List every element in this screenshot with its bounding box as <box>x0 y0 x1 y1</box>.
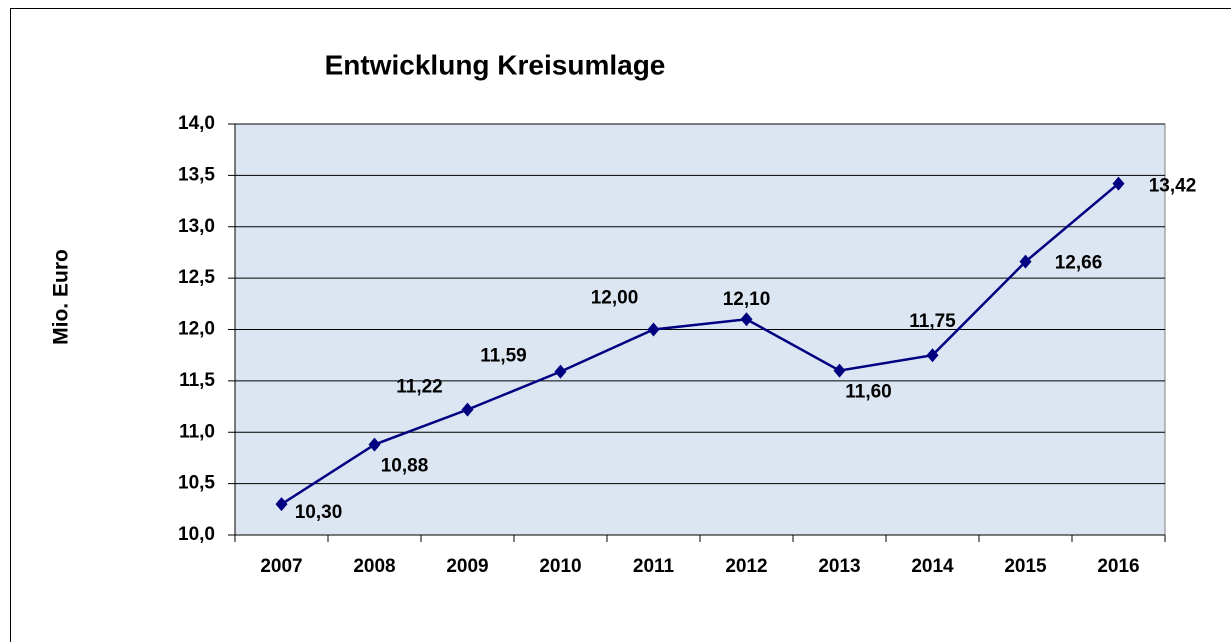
x-tick-label: 2016 <box>1097 556 1139 577</box>
data-label: 12,66 <box>1055 253 1103 274</box>
data-label: 10,88 <box>381 456 429 477</box>
point <box>1112 176 1125 191</box>
point <box>647 322 660 337</box>
x-tick-label: 2015 <box>1004 556 1047 577</box>
data-label: 11,75 <box>909 311 956 332</box>
y-axis-label: Mio. Euro <box>50 249 73 345</box>
data-label: 11,22 <box>396 377 443 398</box>
point <box>926 348 939 363</box>
x-tick-label: 2009 <box>446 556 488 577</box>
x-tick-label: 2010 <box>539 556 581 577</box>
y-tick-label: 14,0 <box>178 113 215 134</box>
chart-frame <box>10 8 1231 642</box>
y-tick-label: 10,0 <box>178 524 215 545</box>
point <box>461 402 474 417</box>
data-label: 13,42 <box>1149 176 1197 197</box>
y-tick-label: 10,5 <box>178 473 215 494</box>
data-label: 11,59 <box>480 346 527 367</box>
y-tick-label: 12,5 <box>178 267 215 288</box>
point <box>275 497 288 512</box>
point <box>833 363 846 378</box>
point <box>368 437 381 452</box>
data-label: 12,00 <box>591 288 639 309</box>
y-tick-label: 12,0 <box>178 319 215 340</box>
y-tick-label: 13,0 <box>178 216 215 237</box>
data-label: 11,60 <box>845 382 892 403</box>
point <box>740 312 753 327</box>
line <box>280 182 1120 506</box>
data-label: 12,10 <box>723 289 771 310</box>
x-tick-label: 2012 <box>725 556 767 577</box>
point <box>1019 254 1032 269</box>
x-tick-label: 2013 <box>818 556 860 577</box>
y-tick-label: 11,5 <box>179 370 215 391</box>
x-tick-label: 2007 <box>260 556 302 577</box>
x-tick-label: 2014 <box>911 556 954 577</box>
x-tick-label: 2008 <box>353 556 395 577</box>
point <box>554 364 567 379</box>
data-label: 10,30 <box>295 502 343 523</box>
x-tick-label: 2011 <box>633 556 675 577</box>
chart-title: Entwicklung Kreisumlage <box>325 49 666 80</box>
y-tick-label: 13,5 <box>178 164 215 185</box>
y-tick-label: 11,0 <box>179 421 215 442</box>
